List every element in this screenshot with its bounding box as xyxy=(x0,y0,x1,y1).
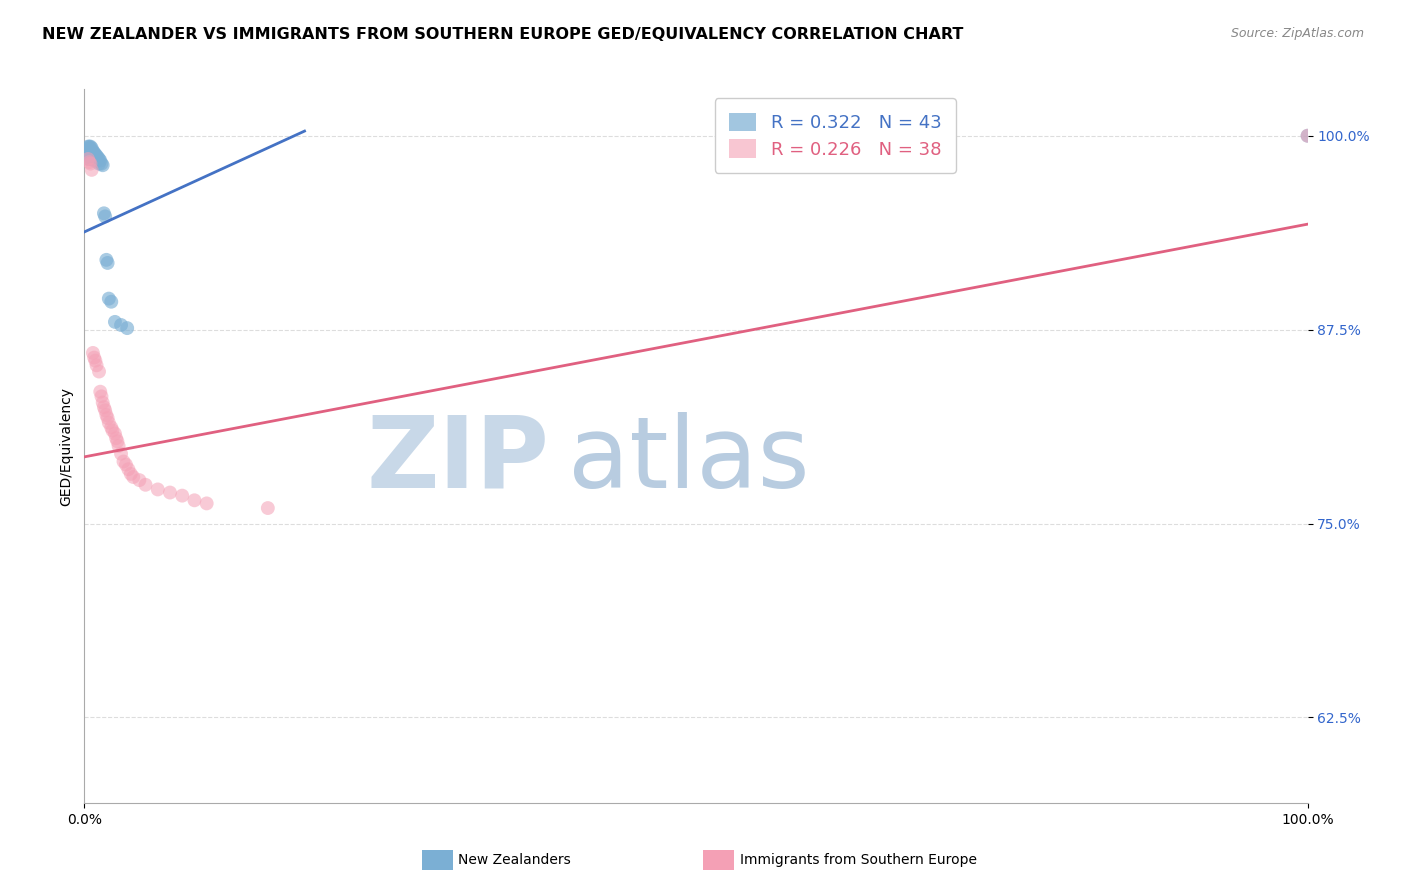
Point xyxy=(90,156,112,170)
Point xyxy=(77,145,100,159)
Point xyxy=(82,145,104,159)
Point xyxy=(87,156,110,170)
Point xyxy=(89,384,111,399)
Point xyxy=(115,321,138,335)
Point xyxy=(80,141,103,155)
Point xyxy=(93,206,115,220)
Point xyxy=(83,351,105,365)
Point xyxy=(97,292,120,306)
Point xyxy=(77,152,100,166)
Point xyxy=(1296,128,1319,143)
Point xyxy=(89,153,111,168)
Point xyxy=(79,145,101,160)
Text: Source: ZipAtlas.com: Source: ZipAtlas.com xyxy=(1230,27,1364,40)
Point xyxy=(135,477,157,491)
Point xyxy=(110,318,132,332)
Text: atlas: atlas xyxy=(568,412,810,508)
Point xyxy=(80,145,103,159)
Point xyxy=(79,151,101,165)
Point xyxy=(77,155,100,169)
Point xyxy=(104,315,127,329)
Point xyxy=(82,147,104,161)
Point xyxy=(87,365,110,379)
Point xyxy=(83,145,105,160)
Point xyxy=(77,147,100,161)
Point xyxy=(94,403,117,417)
Point xyxy=(84,152,107,166)
Point xyxy=(97,416,120,430)
Point xyxy=(128,473,150,487)
Point xyxy=(83,149,105,163)
Point xyxy=(107,439,129,453)
Point xyxy=(96,408,118,422)
Point xyxy=(79,143,101,157)
Point xyxy=(94,210,117,224)
Point xyxy=(80,147,103,161)
Point xyxy=(93,401,115,415)
Point xyxy=(120,467,142,481)
Text: NEW ZEALANDER VS IMMIGRANTS FROM SOUTHERN EUROPE GED/EQUIVALENCY CORRELATION CHA: NEW ZEALANDER VS IMMIGRANTS FROM SOUTHER… xyxy=(42,27,963,42)
Point xyxy=(77,152,100,166)
Point xyxy=(77,141,100,155)
Point xyxy=(77,139,100,153)
Point xyxy=(84,147,107,161)
Point xyxy=(100,420,122,434)
Point xyxy=(86,149,108,163)
Point xyxy=(117,462,139,476)
Point xyxy=(90,389,112,403)
Point xyxy=(87,152,110,166)
Point xyxy=(115,458,138,472)
Point xyxy=(97,256,120,270)
Point xyxy=(91,158,114,172)
Point xyxy=(195,496,218,510)
Point xyxy=(100,294,122,309)
Point xyxy=(77,149,100,163)
Text: ZIP: ZIP xyxy=(367,412,550,508)
Point xyxy=(80,152,103,166)
Point xyxy=(101,424,124,438)
Legend: R = 0.322   N = 43, R = 0.226   N = 38: R = 0.322 N = 43, R = 0.226 N = 38 xyxy=(714,98,956,173)
Point xyxy=(96,252,118,267)
Point xyxy=(84,353,107,368)
Point xyxy=(77,139,100,153)
Point xyxy=(172,489,194,503)
Point xyxy=(83,153,105,168)
Point xyxy=(86,153,108,168)
Point xyxy=(87,151,110,165)
Point xyxy=(146,483,169,497)
Y-axis label: GED/Equivalency: GED/Equivalency xyxy=(59,386,73,506)
Point xyxy=(1296,128,1319,143)
Text: New Zealanders: New Zealanders xyxy=(458,853,571,867)
Point xyxy=(257,501,280,516)
Point xyxy=(183,493,205,508)
Point xyxy=(105,434,128,449)
Point xyxy=(97,411,120,425)
Point xyxy=(159,485,181,500)
Point xyxy=(77,145,100,159)
Point xyxy=(82,346,104,360)
Point xyxy=(104,426,127,441)
Point xyxy=(82,152,104,166)
Point xyxy=(77,152,100,166)
Point xyxy=(105,431,128,445)
Text: Immigrants from Southern Europe: Immigrants from Southern Europe xyxy=(740,853,977,867)
Point xyxy=(79,139,101,153)
Point xyxy=(86,359,108,373)
Point xyxy=(110,447,132,461)
Point xyxy=(79,156,101,170)
Point xyxy=(91,395,114,409)
Point xyxy=(122,470,145,484)
Point xyxy=(112,454,135,468)
Point xyxy=(80,162,103,177)
